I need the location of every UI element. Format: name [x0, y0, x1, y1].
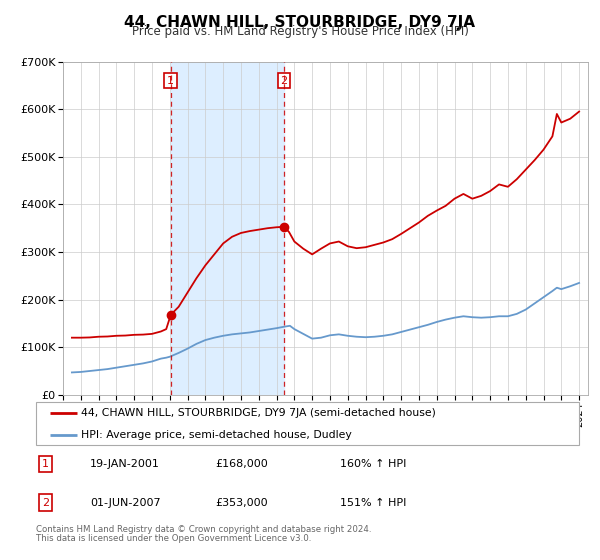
- Text: Price paid vs. HM Land Registry's House Price Index (HPI): Price paid vs. HM Land Registry's House …: [131, 25, 469, 38]
- Text: 44, CHAWN HILL, STOURBRIDGE, DY9 7JA (semi-detached house): 44, CHAWN HILL, STOURBRIDGE, DY9 7JA (se…: [81, 408, 436, 418]
- Text: £168,000: £168,000: [215, 459, 268, 469]
- Text: 151% ↑ HPI: 151% ↑ HPI: [340, 498, 406, 507]
- Text: 2: 2: [280, 76, 287, 86]
- Text: HPI: Average price, semi-detached house, Dudley: HPI: Average price, semi-detached house,…: [81, 430, 352, 440]
- Text: 44, CHAWN HILL, STOURBRIDGE, DY9 7JA: 44, CHAWN HILL, STOURBRIDGE, DY9 7JA: [125, 15, 476, 30]
- Text: 1: 1: [167, 76, 174, 86]
- Bar: [171, 62, 284, 395]
- Text: 160% ↑ HPI: 160% ↑ HPI: [340, 459, 406, 469]
- Text: Contains HM Land Registry data © Crown copyright and database right 2024.: Contains HM Land Registry data © Crown c…: [36, 525, 371, 534]
- Text: 1: 1: [42, 459, 49, 469]
- Text: 2: 2: [42, 498, 49, 507]
- Text: 01-JUN-2007: 01-JUN-2007: [91, 498, 161, 507]
- Text: 19-JAN-2001: 19-JAN-2001: [91, 459, 160, 469]
- Text: £353,000: £353,000: [215, 498, 268, 507]
- Text: This data is licensed under the Open Government Licence v3.0.: This data is licensed under the Open Gov…: [36, 534, 311, 543]
- FancyBboxPatch shape: [36, 402, 579, 445]
